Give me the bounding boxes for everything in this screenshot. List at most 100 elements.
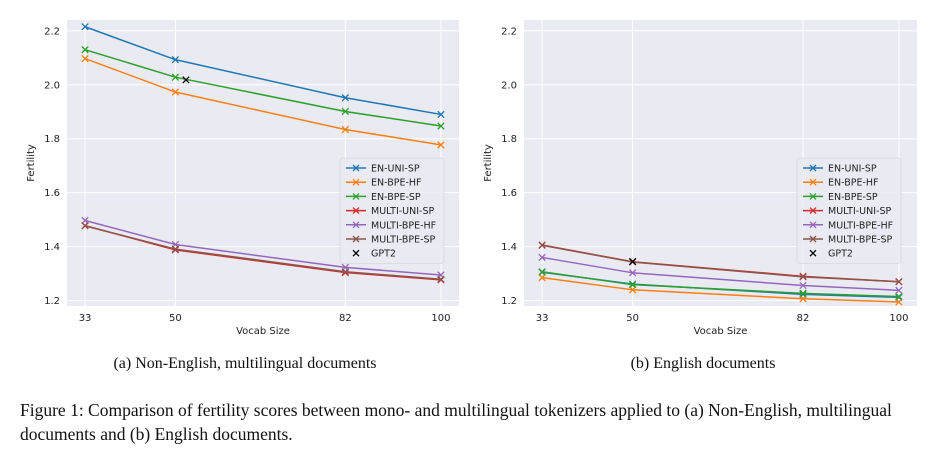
data-point [895, 292, 903, 301]
legend-label: EN-UNI-SP [828, 164, 877, 175]
x-tick-label: 33 [536, 313, 549, 324]
legend-marker [809, 192, 817, 200]
data-point [81, 54, 89, 63]
legend-entry: EN-BPE-SP [803, 192, 878, 203]
data-point [171, 245, 180, 253]
legend-label: GPT2 [828, 249, 853, 260]
legend-entry: GPT2 [352, 249, 396, 260]
data-point [538, 274, 546, 282]
data-point [437, 275, 445, 283]
series-en-bpe-sp [81, 46, 445, 130]
y-axis-label: Fertility [26, 144, 37, 182]
y-tick-label: 1.8 [44, 134, 60, 145]
figure-caption: Figure 1: Comparison of fertility scores… [20, 400, 892, 444]
legend-label: MULTI-BPE-SP [371, 235, 436, 246]
legend-marker [352, 249, 360, 257]
data-point [341, 268, 349, 276]
legend-label: EN-UNI-SP [371, 164, 420, 175]
data-point [538, 241, 546, 249]
series-line [541, 244, 899, 283]
y-tick-label: 1.2 [501, 296, 517, 307]
data-point [341, 125, 349, 134]
legend-entry: EN-UNI-SP [803, 164, 877, 175]
y-tick-label: 1.4 [501, 242, 517, 253]
legend-label: EN-BPE-HF [828, 178, 878, 189]
figure-charts: 1.2 1.4 1.6 1.8 2.0 2.2 33 50 82 100 Vocab Size Fer… [26, 20, 917, 337]
legend-label: EN-BPE-HF [371, 178, 421, 189]
series-multi-bpe-hf [538, 253, 903, 295]
data-point [81, 216, 89, 225]
legend-label: GPT2 [371, 249, 396, 260]
legend-label: MULTI-BPE-HF [828, 220, 893, 231]
y-tick-label: 1.4 [44, 242, 60, 253]
legend-label: MULTI-UNI-SP [371, 206, 434, 217]
legend-marker [352, 178, 360, 186]
legend: EN-UNI-SP EN-BPE-HF EN-BPE-SP MULTI-UNI-SP M… [796, 157, 902, 264]
data-point [81, 222, 89, 230]
data-point [171, 73, 180, 81]
legend-entry: MULTI-BPE-HF [346, 220, 436, 231]
legend: EN-UNI-SP EN-BPE-HF EN-BPE-SP MULTI-UNI-SP M… [339, 157, 445, 264]
data-point [799, 281, 807, 290]
legend-box [339, 157, 445, 264]
legend-entry: MULTI-UNI-SP [803, 206, 891, 217]
legend-label: EN-BPE-SP [371, 192, 421, 203]
caption-a: (a) Non-English, multilingual documents [113, 355, 377, 372]
legend-label: MULTI-BPE-SP [828, 235, 893, 246]
series-multi-bpe-hf [81, 216, 445, 279]
x-tick-label: 82 [339, 313, 352, 324]
series-line [84, 225, 441, 281]
legend-marker [809, 207, 817, 215]
point-gpt2 [628, 257, 637, 266]
series-line [84, 48, 442, 127]
data-point [799, 295, 807, 303]
legend-marker [809, 249, 817, 257]
data-point [81, 46, 89, 54]
legend-entry: MULTI-BPE-SP [803, 235, 893, 246]
legend-marker [352, 207, 360, 215]
y-tick-label: 2.0 [501, 80, 517, 91]
data-point [895, 278, 903, 286]
series-multi-bpe-sp [538, 241, 903, 286]
point-gpt2 [182, 76, 190, 84]
legend-entry: EN-BPE-HF [346, 178, 421, 189]
data-point [341, 94, 349, 102]
series-line [541, 270, 899, 298]
y-tick-label: 1.6 [44, 188, 60, 199]
legend-marker [352, 164, 360, 172]
data-point [799, 273, 807, 281]
legend-entry: MULTI-UNI-SP [346, 206, 434, 217]
y-tick-label: 2.0 [44, 80, 60, 91]
y-tick-label: 1.2 [44, 296, 60, 307]
legend-entry: EN-BPE-SP [346, 192, 421, 203]
data-point [341, 107, 349, 116]
legend-label: EN-BPE-SP [828, 192, 878, 203]
legend-entry: GPT2 [809, 249, 853, 260]
data-point [171, 56, 180, 64]
data-point [171, 88, 180, 96]
data-point [437, 122, 445, 130]
x-tick-label: 33 [79, 313, 92, 324]
legend-entry: MULTI-BPE-HF [803, 220, 893, 231]
legend-marker [352, 235, 360, 243]
x-axis-label: Vocab Size [236, 326, 290, 337]
series-en-bpe-sp [538, 268, 903, 301]
x-tick-label: 50 [626, 313, 639, 324]
x-tick-label: 100 [431, 313, 450, 324]
data-point [895, 286, 903, 295]
legend-entry: EN-BPE-HF [803, 178, 878, 189]
series-en-uni-sp [81, 23, 445, 119]
legend-marker [809, 235, 817, 243]
data-point [81, 23, 89, 31]
legend-marker [352, 221, 360, 229]
legend-marker [809, 178, 817, 186]
series-line [542, 276, 899, 303]
data-point [538, 268, 546, 276]
y-tick-label: 2.2 [501, 26, 517, 37]
y-axis-label: Fertility [483, 144, 494, 182]
legend-marker [809, 164, 817, 172]
legend-marker [352, 192, 360, 200]
data-point [437, 141, 445, 149]
chart-b: 1.2 1.4 1.6 1.8 2.0 2.2 33 50 82 100 Vocab Size Fer… [483, 20, 917, 337]
series-multi-bpe-sp [81, 222, 445, 283]
